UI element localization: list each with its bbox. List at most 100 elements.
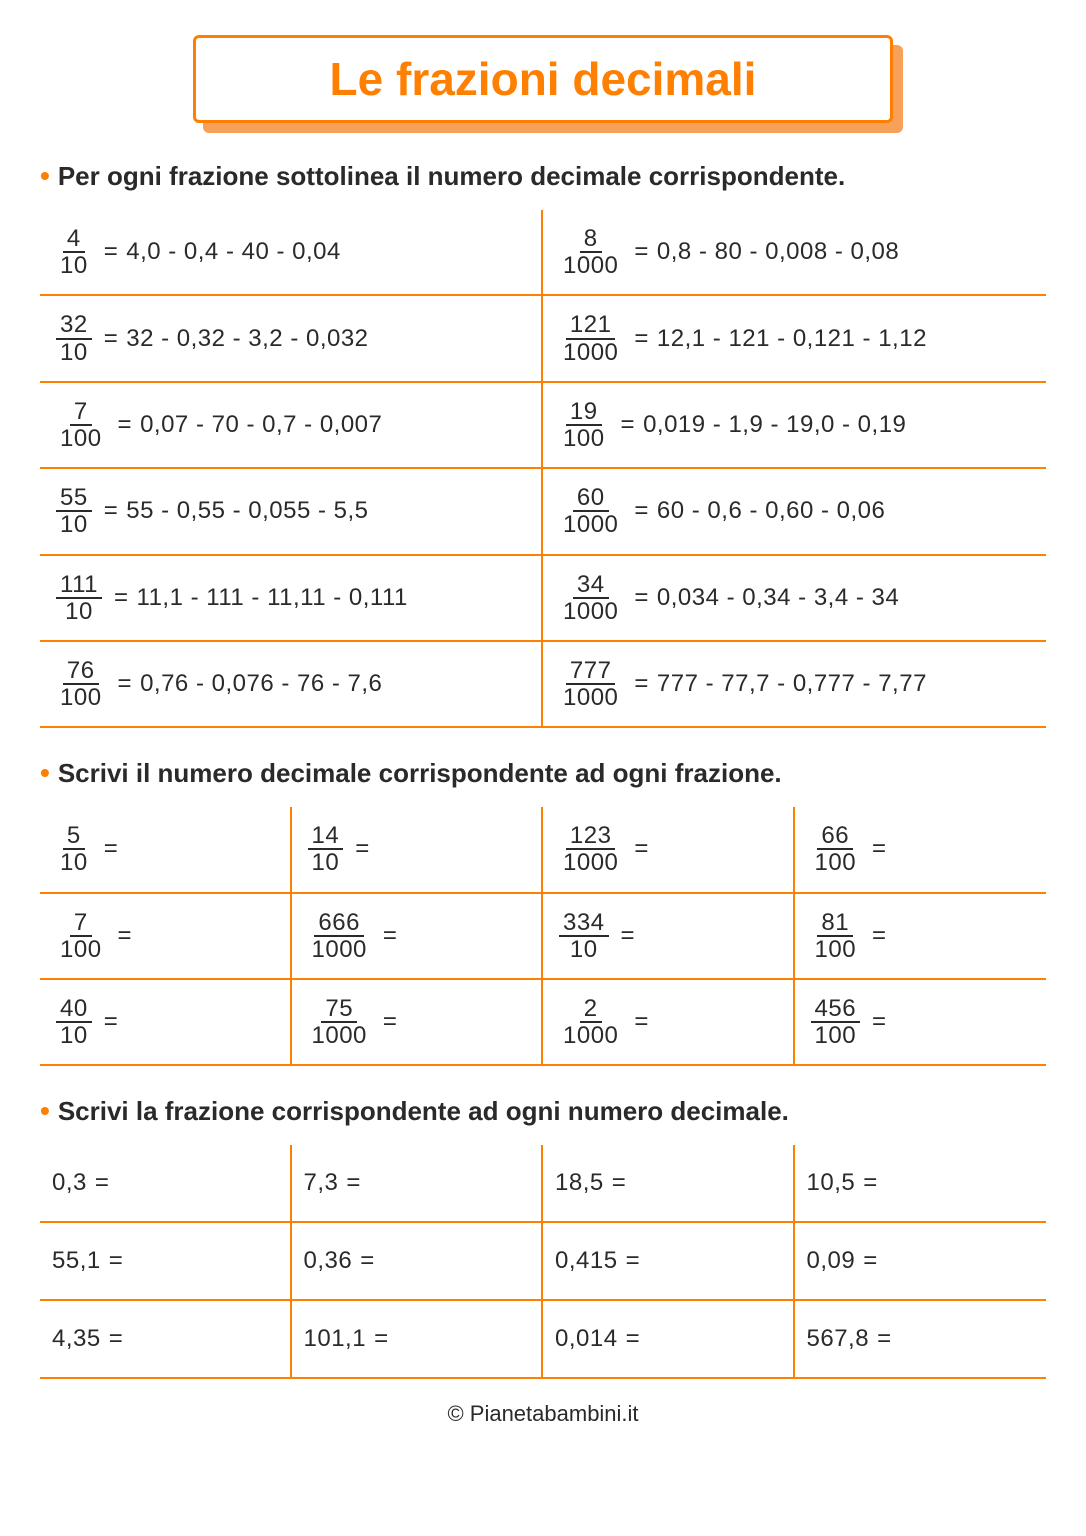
equals-sign: = [612,1169,627,1197]
fraction-numerator: 7 [70,399,92,426]
fraction-numerator: 666 [314,910,364,937]
instruction-1: • Per ogni frazione sottolinea il numero… [40,161,1046,192]
exercise-cell: 410=4,0 - 0,4 - 40 - 0,04 [40,210,543,296]
equals-sign: = [104,238,119,266]
exercise-cell: 81000=0,8 - 80 - 0,008 - 0,08 [543,210,1046,296]
exercise-cell: 456100= [795,980,1047,1066]
exercise-cell: 4,35= [40,1301,292,1379]
fraction-numerator: 14 [308,823,344,850]
exercise-cell: 18,5 = [543,1145,795,1223]
fraction-numerator: 32 [56,312,92,339]
fraction-denominator: 10 [56,512,92,537]
fraction-denominator: 100 [811,937,861,962]
decimal-value: 0,09 [807,1247,856,1275]
fraction-numerator: 5 [63,823,85,850]
equals-sign: = [118,922,133,950]
instruction-3-text: Scrivi la frazione corrispondente ad ogn… [58,1096,789,1127]
fraction-denominator: 100 [811,1023,861,1048]
fraction-denominator: 100 [559,426,609,451]
equals-sign: = [383,1008,398,1036]
answer-options: 55 - 0,55 - 0,055 - 5,5 [126,497,368,525]
fraction-numerator: 60 [573,485,609,512]
page-title: Le frazioni decimali [193,35,893,123]
exercise-cell: 3210=32 - 0,32 - 3,2 - 0,032 [40,296,543,382]
fraction-denominator: 1000 [559,340,622,365]
fraction-denominator: 10 [308,850,344,875]
fraction: 3210 [56,312,92,364]
bullet-icon: • [40,1097,50,1125]
decimal-value: 0,014 [555,1325,618,1353]
fraction-numerator: 7 [70,910,92,937]
exercise-cell: 1231000= [543,807,795,893]
fraction: 7100 [56,910,106,962]
fraction-numerator: 121 [566,312,616,339]
answer-options: 0,07 - 70 - 0,7 - 0,007 [140,411,382,439]
equals-sign: = [634,325,649,353]
answer-options: 0,8 - 80 - 0,008 - 0,08 [657,238,899,266]
exercise-2-grid: 510=1410=1231000=66100=7100=6661000=3341… [40,807,1046,1066]
answer-options: 12,1 - 121 - 0,121 - 1,12 [657,325,927,353]
answer-options: 0,034 - 0,34 - 3,4 - 34 [657,584,899,612]
exercise-cell: 7771000 = 777 - 77,7 - 0,777 - 7,77 [543,642,1046,728]
equals-sign: = [118,670,133,698]
equals-sign: = [104,835,119,863]
fraction-numerator: 55 [56,485,92,512]
exercise-cell: 66100 = [795,807,1047,893]
fraction: 19100 [559,399,609,451]
equals-sign: = [872,835,887,863]
exercise-cell: 19100=0,019 - 1,9 - 19,0 - 0,19 [543,383,1046,469]
exercise-cell: 0,09= [795,1223,1047,1301]
fraction: 5510 [56,485,92,537]
equals-sign: = [626,1247,641,1275]
decimal-value: 18,5 [555,1169,604,1197]
fraction: 66100 [811,823,861,875]
fraction-denominator: 1000 [559,599,622,624]
exercise-1-grid: 410=4,0 - 0,4 - 40 - 0,0481000=0,8 - 80 … [40,210,1046,728]
exercise-cell: 7100=0,07 - 70 - 0,7 - 0,007 [40,383,543,469]
fraction: 33410 [559,910,609,962]
equals-sign: = [621,922,636,950]
fraction: 76100 [56,658,106,710]
fraction-denominator: 10 [56,253,92,278]
fraction-denominator: 1000 [308,937,371,962]
decimal-value: 0,3 [52,1169,87,1197]
equals-sign: = [863,1247,878,1275]
fraction: 1231000 [559,823,622,875]
exercise-cell: 341000=0,034 - 0,34 - 3,4 - 34 [543,556,1046,642]
exercise-cell: 510 = [40,807,292,893]
fraction-denominator: 100 [56,937,106,962]
decimal-value: 0,415 [555,1247,618,1275]
fraction-numerator: 19 [566,399,602,426]
fraction-numerator: 123 [566,823,616,850]
bullet-icon: • [40,759,50,787]
fraction-numerator: 34 [573,572,609,599]
fraction-denominator: 1000 [559,685,622,710]
exercise-cell: 751000 = [292,980,544,1066]
fraction-numerator: 111 [56,572,102,599]
equals-sign: = [877,1325,892,1353]
decimal-value: 0,36 [304,1247,353,1275]
fraction-denominator: 1000 [559,1023,622,1048]
decimal-value: 7,3 [304,1169,339,1197]
decimal-value: 10,5 [807,1169,856,1197]
fraction-numerator: 334 [559,910,609,937]
fraction: 341000 [559,572,622,624]
decimal-value: 101,1 [304,1325,367,1353]
exercise-cell: 33410 = [543,894,795,980]
instruction-1-text: Per ogni frazione sottolinea il numero d… [58,161,845,192]
equals-sign: = [863,1169,878,1197]
fraction-denominator: 10 [56,340,92,365]
fraction-denominator: 10 [56,850,92,875]
fraction-numerator: 75 [321,996,357,1023]
fraction: 510 [56,823,92,875]
fraction-numerator: 777 [566,658,616,685]
fraction: 81000 [559,226,622,278]
answer-options: 777 - 77,7 - 0,777 - 7,77 [657,670,927,698]
equals-sign: = [634,670,649,698]
fraction: 21000 [559,996,622,1048]
fraction: 11110 [56,572,102,624]
equals-sign: = [360,1247,375,1275]
fraction-denominator: 1000 [308,1023,371,1048]
bullet-icon: • [40,162,50,190]
title-container: Le frazioni decimali [193,35,893,123]
